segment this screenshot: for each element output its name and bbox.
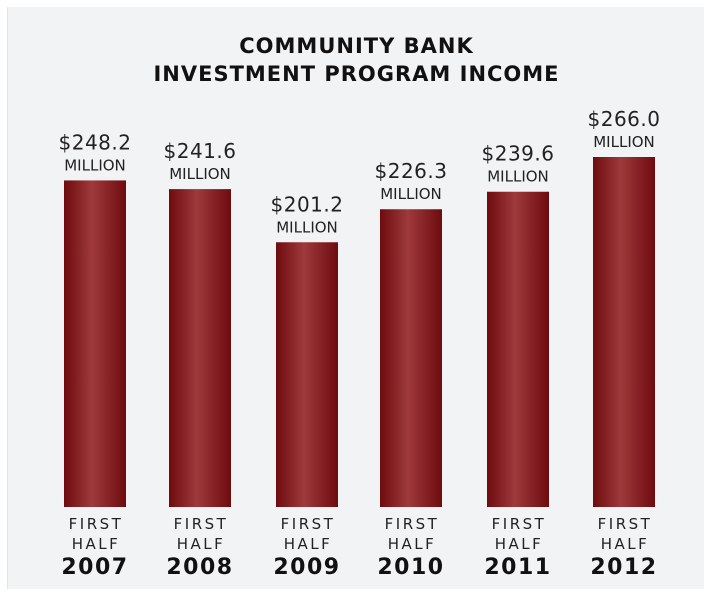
year-label-2011: 2011 <box>484 555 551 580</box>
category-line1-2010: FIRST <box>385 515 440 533</box>
year-label-2010: 2010 <box>377 555 444 580</box>
value-label-2011: $239.6 <box>482 142 555 166</box>
value-label-2012: $266.0 <box>588 107 661 131</box>
bar-2007 <box>64 180 126 507</box>
category-line1-2011: FIRST <box>492 515 547 533</box>
value-label-2010: $226.3 <box>375 159 448 183</box>
bar-2008 <box>169 189 231 507</box>
year-label-2008: 2008 <box>166 555 233 580</box>
category-line1-2007: FIRST <box>69 515 124 533</box>
category-line1-2009: FIRST <box>281 515 336 533</box>
category-line2-2008: HALF <box>177 535 226 553</box>
year-label-2012: 2012 <box>590 555 657 580</box>
bar-2010 <box>380 209 442 507</box>
unit-label-2009: MILLION <box>276 218 338 236</box>
category-line2-2010: HALF <box>388 535 437 553</box>
unit-label-2012: MILLION <box>593 133 655 151</box>
value-label-2007: $248.2 <box>59 130 132 154</box>
category-line2-2012: HALF <box>601 535 650 553</box>
unit-label-2008: MILLION <box>169 165 231 183</box>
labels-layer: $248.2 MILLION FIRST HALF 2007 $241.6 MILLION F… <box>59 107 661 580</box>
chart-title-line-2: INVESTMENT PROGRAM INCOME <box>153 62 560 86</box>
category-line2-2007: HALF <box>72 535 121 553</box>
category-line2-2009: HALF <box>284 535 333 553</box>
category-line1-2008: FIRST <box>174 515 229 533</box>
category-line1-2012: FIRST <box>598 515 653 533</box>
value-label-2009: $201.2 <box>271 192 344 216</box>
unit-label-2010: MILLION <box>380 185 442 203</box>
bars-layer <box>64 157 655 507</box>
chart-title-line-1: COMMUNITY BANK <box>239 34 474 58</box>
category-line2-2011: HALF <box>495 535 544 553</box>
bar-2011 <box>487 191 549 507</box>
unit-label-2011: MILLION <box>487 168 549 186</box>
year-label-2009: 2009 <box>273 555 340 580</box>
value-label-2008: $241.6 <box>164 139 237 163</box>
year-label-2007: 2007 <box>61 555 128 580</box>
unit-label-2007: MILLION <box>64 156 126 174</box>
bar-2009 <box>276 242 338 507</box>
bar-2012 <box>593 157 655 507</box>
